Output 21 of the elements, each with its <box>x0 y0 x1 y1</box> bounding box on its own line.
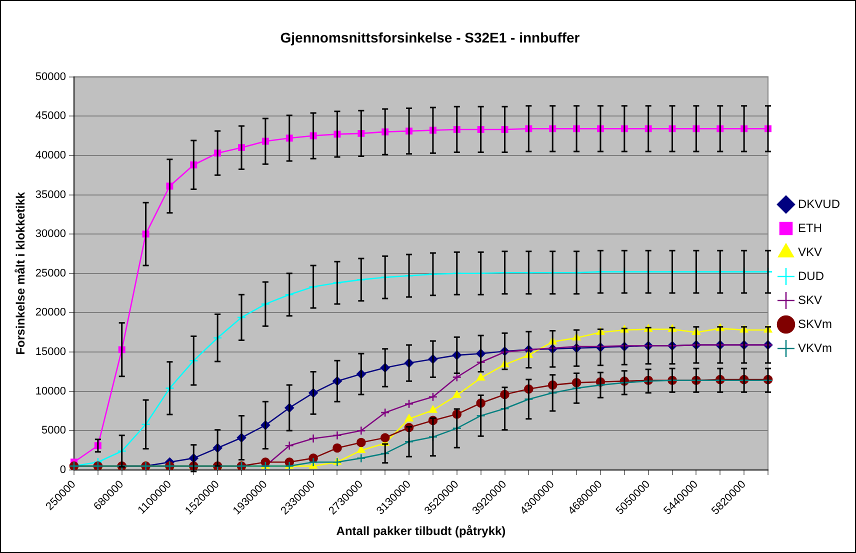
y-tick-label: 35000 <box>35 188 66 201</box>
x-axis-title: Antall pakker tilbudt (påtrykk) <box>336 524 506 538</box>
y-tick-label: 50000 <box>35 70 66 83</box>
legend-label: VKVm <box>798 340 832 355</box>
legend-label: DUD <box>798 268 824 283</box>
legend-label: VKV <box>798 244 822 259</box>
y-tick-label: 15000 <box>35 346 66 358</box>
y-tick-label: 40000 <box>35 149 66 162</box>
legend-label: SKVm <box>798 316 832 331</box>
y-tick-label: 0 <box>60 464 66 476</box>
y-tick-label: 30000 <box>35 228 66 240</box>
chart-title: Gjennomsnittsforsinkelse - S32E1 - innbuffer <box>280 29 580 46</box>
y-tick-label: 45000 <box>35 110 66 122</box>
y-tick-label: 20000 <box>35 306 66 319</box>
y-tick-label: 5000 <box>42 424 66 437</box>
y-axis-title: Forsinkelse målt i klokketikk <box>14 192 28 355</box>
legend-label: ETH <box>798 220 822 235</box>
legend-label: SKV <box>798 292 822 307</box>
y-tick-label: 10000 <box>35 385 66 398</box>
y-tick-label: 25000 <box>35 267 66 280</box>
legend-label: DKVUD <box>798 196 840 211</box>
